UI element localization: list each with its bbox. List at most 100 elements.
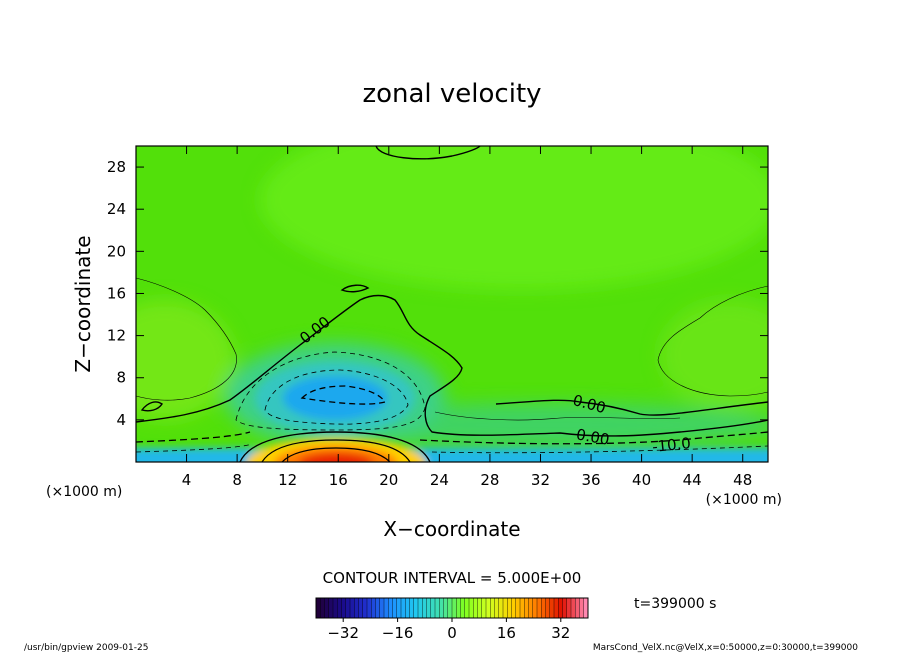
time-label: t=399000 s — [634, 596, 716, 612]
colorbar-cell — [579, 598, 585, 618]
footer-left: /usr/bin/gpview 2009-01-25 — [24, 643, 148, 653]
colorbar-cell — [422, 598, 427, 618]
contour-dashed-surface-2 — [136, 443, 768, 454]
colorbar-cell — [337, 598, 342, 618]
y-tick-label: 28 — [107, 158, 126, 176]
contour-zero-main — [136, 294, 768, 437]
colorbar: −32 −16 0 16 32 — [315, 597, 589, 642]
colorbar-cell — [524, 598, 529, 618]
x-tick-label: 36 — [581, 471, 600, 489]
surface-jet-inner — [298, 453, 374, 462]
y-axis-title: Z−coordinate — [71, 235, 95, 372]
colorbar-tick-label: 32 — [551, 624, 570, 642]
colorbar-cell — [328, 598, 334, 618]
contour-dashed-core — [300, 385, 387, 405]
colorbar-cell — [575, 598, 580, 618]
contour-zero-right — [495, 399, 768, 416]
colorbar-cell — [464, 598, 470, 618]
contour-jet-3 — [281, 447, 391, 462]
x-tick-label: 12 — [278, 471, 297, 489]
colorbar-cell — [409, 598, 415, 618]
colorbar-cell — [447, 598, 453, 618]
surface-negative-layer — [136, 448, 768, 462]
colorbar-cell — [333, 598, 338, 618]
contour-top-solid — [375, 146, 481, 160]
colorbar-tick-label: 16 — [497, 624, 516, 642]
colorbar-cell — [460, 598, 466, 618]
colorbar-cell — [494, 598, 500, 618]
x-tick-label: 20 — [379, 471, 398, 489]
colorbar-cell — [558, 598, 563, 618]
contour-dashed-surface — [136, 431, 768, 445]
colorbar-cell — [341, 598, 347, 618]
y-tick-label: 20 — [107, 242, 126, 260]
contour-thin-mid — [434, 411, 681, 421]
colorbar-cell — [541, 598, 546, 618]
colorbar-cell — [515, 598, 521, 618]
negative-core-inner — [283, 376, 387, 420]
colorbar-cell — [477, 598, 483, 618]
colorbar-cell — [413, 598, 419, 618]
contour-small-top — [340, 284, 370, 293]
colorbar-cell — [375, 598, 381, 618]
colorbar-cell — [549, 598, 555, 618]
colorbar-cell — [358, 598, 364, 618]
colorbar-cell — [554, 598, 559, 618]
colorbar-cell — [486, 598, 491, 618]
colorbar-cell — [473, 598, 478, 618]
colorbar-cell — [392, 598, 398, 618]
y-tick-label: 16 — [107, 284, 126, 302]
colorbar-cell — [435, 598, 440, 618]
colorbar-cell — [507, 598, 512, 618]
colorbar-cell — [566, 598, 572, 618]
colorbar-cell — [571, 598, 576, 618]
plot-area: 0.00 0.00 0.00 -10.0 — [136, 146, 768, 462]
contour-label-neg-ten: -10.0 — [651, 434, 691, 456]
contour-thin-right — [657, 285, 768, 397]
x-axis-title: X−coordinate — [383, 517, 520, 541]
upper-bright-region — [260, 146, 768, 290]
colorbar-cell — [532, 598, 538, 618]
colorbar-cell — [520, 598, 525, 618]
x-tick-label: 8 — [232, 471, 242, 489]
contour-label-zero-lower: 0.00 — [575, 425, 611, 449]
right-side-region — [660, 300, 768, 410]
contour-interval-text: CONTOUR INTERVAL = 5.000E+00 — [323, 569, 582, 587]
colorbar-cell — [324, 598, 330, 618]
colorbar-cell — [583, 598, 589, 618]
x-axis: 4 8 12 16 20 24 28 32 36 40 44 48 — [182, 146, 752, 489]
colorbar-cell — [362, 598, 368, 618]
contour-jet-1 — [239, 431, 431, 462]
colorbar-cell — [490, 598, 495, 618]
colorbar-cell — [418, 598, 423, 618]
y-tick-label: 4 — [116, 411, 126, 429]
y-axis: 4 8 12 16 20 24 28 — [107, 158, 768, 429]
contour-left-bump — [140, 401, 163, 412]
colorbar-cell — [388, 598, 393, 618]
colorbar-cell — [316, 598, 321, 618]
x-unit-label-right: (×1000 m) — [706, 492, 782, 508]
colorbar-cell — [481, 598, 487, 618]
colorbar-cell — [350, 598, 355, 618]
x-tick-label: 28 — [480, 471, 499, 489]
x-tick-label: 32 — [531, 471, 550, 489]
colorbar-cell — [528, 598, 534, 618]
x-tick-label: 16 — [329, 471, 348, 489]
colorbar-cell — [562, 598, 568, 618]
contour-jet-2 — [261, 439, 411, 462]
colorbar-tick-label: 0 — [447, 624, 457, 642]
colorbar-cell — [456, 598, 461, 618]
colorbar-cell — [469, 598, 474, 618]
colorbar-cell — [443, 598, 449, 618]
colorbar-cell — [345, 598, 351, 618]
y-tick-label: 24 — [107, 200, 126, 218]
x-tick-label: 24 — [430, 471, 449, 489]
contour-thin-left — [136, 277, 237, 401]
colorbar-cell — [354, 598, 359, 618]
colorbar-cell — [452, 598, 457, 618]
colorbar-cell — [371, 598, 376, 618]
colorbar-cell — [537, 598, 542, 618]
footer-right: MarsCond_VelX.nc@VelX,x=0:50000,z=0:3000… — [593, 643, 858, 653]
chart-title: zonal velocity — [362, 79, 541, 109]
colorbar-cell — [405, 598, 410, 618]
